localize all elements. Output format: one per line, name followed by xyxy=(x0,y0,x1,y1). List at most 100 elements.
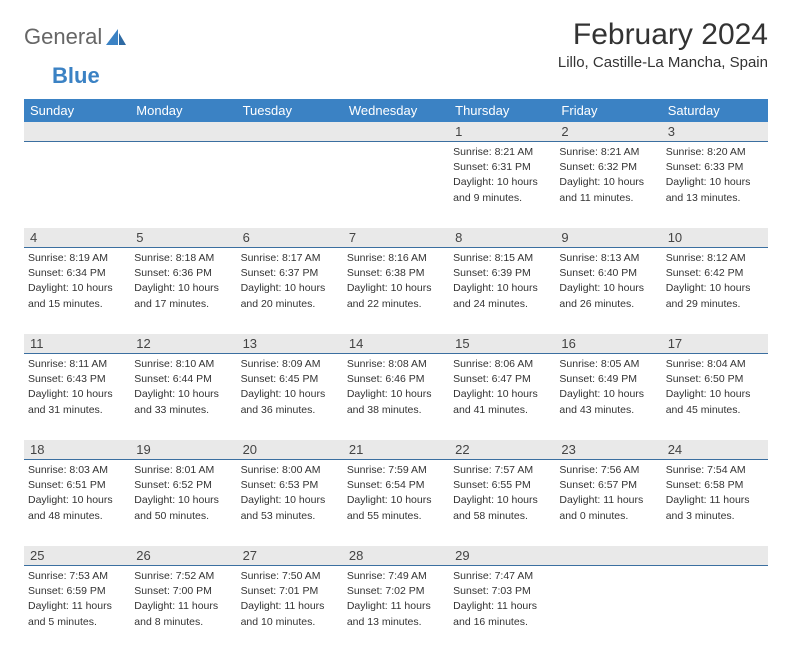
day-number: 16 xyxy=(555,334,661,353)
calendar-cell: Sunrise: 8:09 AMSunset: 6:45 PMDaylight:… xyxy=(237,354,343,440)
day-number xyxy=(343,122,449,141)
day-number: 22 xyxy=(449,440,555,459)
daylight2-text: and 3 minutes. xyxy=(666,509,764,523)
day-info: Sunrise: 8:06 AMSunset: 6:47 PMDaylight:… xyxy=(453,357,551,417)
calendar-cell: Sunrise: 8:19 AMSunset: 6:34 PMDaylight:… xyxy=(24,248,130,334)
day-info: Sunrise: 8:10 AMSunset: 6:44 PMDaylight:… xyxy=(134,357,232,417)
daylight1-text: Daylight: 10 hours xyxy=(134,387,232,401)
day-number: 10 xyxy=(662,228,768,247)
calendar-cell: Sunrise: 7:53 AMSunset: 6:59 PMDaylight:… xyxy=(24,566,130,652)
sunrise-text: Sunrise: 7:52 AM xyxy=(134,569,232,583)
daylight1-text: Daylight: 10 hours xyxy=(666,175,764,189)
dayname-row: Sunday Monday Tuesday Wednesday Thursday… xyxy=(24,99,768,122)
calendar-cell: Sunrise: 7:59 AMSunset: 6:54 PMDaylight:… xyxy=(343,460,449,546)
day-info: Sunrise: 8:21 AMSunset: 6:32 PMDaylight:… xyxy=(559,145,657,205)
dayname-thursday: Thursday xyxy=(449,99,555,122)
sunrise-text: Sunrise: 8:09 AM xyxy=(241,357,339,371)
calendar-cell xyxy=(237,142,343,228)
day-info: Sunrise: 8:20 AMSunset: 6:33 PMDaylight:… xyxy=(666,145,764,205)
daylight1-text: Daylight: 10 hours xyxy=(241,387,339,401)
day-number: 24 xyxy=(662,440,768,459)
day-info: Sunrise: 8:11 AMSunset: 6:43 PMDaylight:… xyxy=(28,357,126,417)
dayname-tuesday: Tuesday xyxy=(237,99,343,122)
daylight2-text: and 41 minutes. xyxy=(453,403,551,417)
calendar-cell: Sunrise: 7:54 AMSunset: 6:58 PMDaylight:… xyxy=(662,460,768,546)
sunrise-text: Sunrise: 7:56 AM xyxy=(559,463,657,477)
calendar-cell: Sunrise: 7:47 AMSunset: 7:03 PMDaylight:… xyxy=(449,566,555,652)
daylight2-text: and 10 minutes. xyxy=(241,615,339,629)
weeks-container: 123Sunrise: 8:21 AMSunset: 6:31 PMDaylig… xyxy=(24,122,768,652)
daylight1-text: Daylight: 10 hours xyxy=(134,281,232,295)
day-info: Sunrise: 8:16 AMSunset: 6:38 PMDaylight:… xyxy=(347,251,445,311)
sunrise-text: Sunrise: 8:17 AM xyxy=(241,251,339,265)
daylight1-text: Daylight: 10 hours xyxy=(453,387,551,401)
calendar-cell: Sunrise: 7:56 AMSunset: 6:57 PMDaylight:… xyxy=(555,460,661,546)
calendar-cell xyxy=(555,566,661,652)
calendar-cell: Sunrise: 7:49 AMSunset: 7:02 PMDaylight:… xyxy=(343,566,449,652)
sunset-text: Sunset: 6:59 PM xyxy=(28,584,126,598)
day-number: 20 xyxy=(237,440,343,459)
day-number: 18 xyxy=(24,440,130,459)
day-number xyxy=(24,122,130,141)
day-number: 19 xyxy=(130,440,236,459)
daylight2-text: and 26 minutes. xyxy=(559,297,657,311)
daylight2-text: and 55 minutes. xyxy=(347,509,445,523)
location-text: Lillo, Castille-La Mancha, Spain xyxy=(558,54,768,71)
sunrise-text: Sunrise: 7:57 AM xyxy=(453,463,551,477)
sunset-text: Sunset: 6:31 PM xyxy=(453,160,551,174)
daylight2-text: and 20 minutes. xyxy=(241,297,339,311)
sunrise-text: Sunrise: 8:04 AM xyxy=(666,357,764,371)
calendar-cell: Sunrise: 8:08 AMSunset: 6:46 PMDaylight:… xyxy=(343,354,449,440)
sunrise-text: Sunrise: 8:15 AM xyxy=(453,251,551,265)
info-row: Sunrise: 8:19 AMSunset: 6:34 PMDaylight:… xyxy=(24,248,768,334)
daylight2-text: and 24 minutes. xyxy=(453,297,551,311)
sunset-text: Sunset: 6:57 PM xyxy=(559,478,657,492)
daylight2-text: and 29 minutes. xyxy=(666,297,764,311)
calendar-cell: Sunrise: 8:17 AMSunset: 6:37 PMDaylight:… xyxy=(237,248,343,334)
month-title: February 2024 xyxy=(558,18,768,52)
calendar-cell: Sunrise: 8:21 AMSunset: 6:31 PMDaylight:… xyxy=(449,142,555,228)
sunset-text: Sunset: 6:40 PM xyxy=(559,266,657,280)
daylight1-text: Daylight: 10 hours xyxy=(28,281,126,295)
day-info: Sunrise: 8:15 AMSunset: 6:39 PMDaylight:… xyxy=(453,251,551,311)
daylight2-text: and 31 minutes. xyxy=(28,403,126,417)
calendar-cell: Sunrise: 8:12 AMSunset: 6:42 PMDaylight:… xyxy=(662,248,768,334)
sunset-text: Sunset: 7:03 PM xyxy=(453,584,551,598)
calendar-cell: Sunrise: 8:03 AMSunset: 6:51 PMDaylight:… xyxy=(24,460,130,546)
sunrise-text: Sunrise: 7:59 AM xyxy=(347,463,445,477)
sunset-text: Sunset: 6:45 PM xyxy=(241,372,339,386)
daylight2-text: and 45 minutes. xyxy=(666,403,764,417)
sunrise-text: Sunrise: 7:49 AM xyxy=(347,569,445,583)
sunset-text: Sunset: 6:34 PM xyxy=(28,266,126,280)
daylight1-text: Daylight: 10 hours xyxy=(559,281,657,295)
day-info: Sunrise: 8:04 AMSunset: 6:50 PMDaylight:… xyxy=(666,357,764,417)
day-info: Sunrise: 7:47 AMSunset: 7:03 PMDaylight:… xyxy=(453,569,551,629)
day-number xyxy=(555,546,661,565)
daylight1-text: Daylight: 10 hours xyxy=(241,281,339,295)
day-info: Sunrise: 8:09 AMSunset: 6:45 PMDaylight:… xyxy=(241,357,339,417)
calendar-cell: Sunrise: 8:01 AMSunset: 6:52 PMDaylight:… xyxy=(130,460,236,546)
day-info: Sunrise: 7:54 AMSunset: 6:58 PMDaylight:… xyxy=(666,463,764,523)
day-info: Sunrise: 8:08 AMSunset: 6:46 PMDaylight:… xyxy=(347,357,445,417)
sunrise-text: Sunrise: 8:01 AM xyxy=(134,463,232,477)
info-row: Sunrise: 8:21 AMSunset: 6:31 PMDaylight:… xyxy=(24,142,768,228)
daylight1-text: Daylight: 11 hours xyxy=(347,599,445,613)
daylight2-text: and 50 minutes. xyxy=(134,509,232,523)
dayname-saturday: Saturday xyxy=(662,99,768,122)
day-number: 9 xyxy=(555,228,661,247)
sunrise-text: Sunrise: 8:06 AM xyxy=(453,357,551,371)
info-row: Sunrise: 8:11 AMSunset: 6:43 PMDaylight:… xyxy=(24,354,768,440)
day-info: Sunrise: 8:13 AMSunset: 6:40 PMDaylight:… xyxy=(559,251,657,311)
calendar-cell: Sunrise: 8:15 AMSunset: 6:39 PMDaylight:… xyxy=(449,248,555,334)
daylight1-text: Daylight: 11 hours xyxy=(666,493,764,507)
day-number: 8 xyxy=(449,228,555,247)
daylight2-text: and 53 minutes. xyxy=(241,509,339,523)
calendar-cell: Sunrise: 8:11 AMSunset: 6:43 PMDaylight:… xyxy=(24,354,130,440)
daylight2-text: and 5 minutes. xyxy=(28,615,126,629)
sunset-text: Sunset: 6:33 PM xyxy=(666,160,764,174)
day-number xyxy=(237,122,343,141)
calendar-cell: Sunrise: 7:52 AMSunset: 7:00 PMDaylight:… xyxy=(130,566,236,652)
daylight1-text: Daylight: 10 hours xyxy=(241,493,339,507)
day-number: 5 xyxy=(130,228,236,247)
day-info: Sunrise: 8:03 AMSunset: 6:51 PMDaylight:… xyxy=(28,463,126,523)
